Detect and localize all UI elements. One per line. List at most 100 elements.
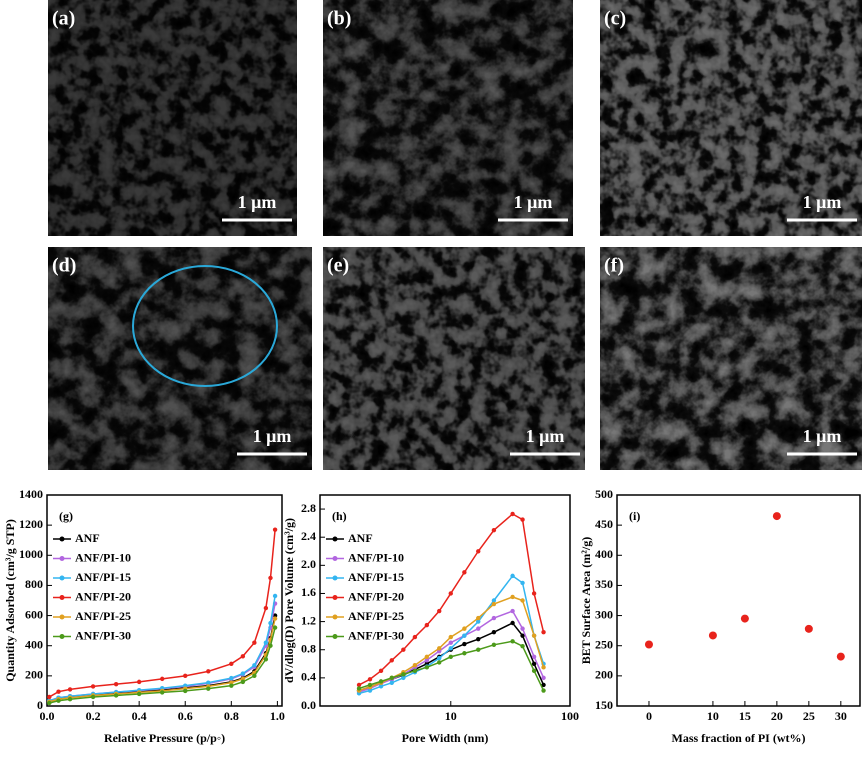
image-texture <box>323 247 585 470</box>
y-tick-label: 800 <box>25 577 43 591</box>
data-point <box>401 675 406 681</box>
data-point <box>510 511 515 517</box>
plot-frame <box>46 494 283 707</box>
x-tick-label: 0.2 <box>86 709 101 723</box>
data-point <box>113 693 119 698</box>
data-point <box>159 690 165 695</box>
sem-image: (c) 1 μm <box>600 0 862 236</box>
data-point <box>437 646 442 651</box>
series-line <box>358 574 545 695</box>
data-point <box>476 549 481 554</box>
data-point <box>90 684 96 689</box>
data-point <box>541 688 546 693</box>
panel-label: (d) <box>52 255 76 277</box>
legend-label: ANF/PI-25 <box>75 609 131 623</box>
panel-label: (c) <box>604 8 626 30</box>
data-point <box>47 694 52 700</box>
y-tick-label: 2.0 <box>301 557 316 571</box>
legend-label: ANF/PI-25 <box>348 609 404 623</box>
data-point <box>437 655 442 661</box>
data-point <box>252 663 257 668</box>
y-tick-label: 600 <box>25 607 43 621</box>
data-point <box>462 626 467 631</box>
x-axis-title: Pore Width (nm) <box>402 731 489 745</box>
data-point <box>644 640 653 649</box>
panel-label: (a) <box>52 8 75 30</box>
scale-bar-label: 1 μm <box>514 192 553 212</box>
data-point <box>531 661 537 666</box>
data-point <box>510 639 515 644</box>
y-tick-label: 250 <box>595 637 613 651</box>
data-point <box>56 689 61 694</box>
data-point <box>491 601 497 607</box>
data-point <box>772 512 781 521</box>
data-point <box>424 665 430 670</box>
legend-label: ANF/PI-10 <box>348 550 404 564</box>
data-point <box>462 651 467 656</box>
data-point <box>272 593 278 599</box>
y-tick-label: 200 <box>25 668 43 682</box>
highlight-ellipse <box>132 265 278 387</box>
y-tick-label: 0.4 <box>301 670 316 684</box>
data-point <box>520 626 525 631</box>
plot-frame <box>616 494 861 707</box>
data-point <box>412 634 418 640</box>
legend-marker <box>332 556 338 561</box>
data-point <box>206 680 211 685</box>
data-point <box>229 683 234 688</box>
data-point <box>510 573 515 579</box>
data-point <box>476 615 481 621</box>
x-tick-label: 30 <box>835 709 847 723</box>
data-point <box>263 657 269 662</box>
x-tick-label: 10 <box>707 709 719 723</box>
y-tick-label: 1200 <box>19 517 43 531</box>
data-point <box>448 646 453 651</box>
x-tick-label: 1.0 <box>270 709 285 723</box>
data-point <box>67 687 73 692</box>
y-tick-label: 400 <box>25 637 43 651</box>
data-point <box>272 616 278 621</box>
data-point <box>531 633 537 638</box>
series-line <box>358 513 545 686</box>
data-point <box>240 679 246 685</box>
data-point <box>401 647 406 652</box>
x-tick-label: 25 <box>803 709 815 723</box>
scale-bar-label: 1 μm <box>803 192 842 212</box>
series-line <box>358 610 545 693</box>
data-point <box>229 675 234 681</box>
data-point <box>378 684 384 689</box>
legend-marker <box>59 595 65 600</box>
scale-bar-label: 1 μm <box>803 426 842 446</box>
data-point <box>268 575 273 581</box>
y-tick-label: 1.6 <box>301 585 316 599</box>
legend-marker <box>59 614 65 620</box>
data-point <box>263 605 269 611</box>
data-point <box>424 658 430 663</box>
legend-label: ANF/PI-15 <box>75 570 131 584</box>
panel-label: (b) <box>327 8 351 30</box>
y-axis-title: BET Surface Area (m²/g) <box>579 537 593 664</box>
data-point <box>424 622 430 628</box>
y-axis-title: Quantity Adsorbed (cm³/g STP) <box>3 519 17 682</box>
data-point <box>206 686 211 691</box>
data-point <box>437 660 442 665</box>
data-point <box>462 570 467 575</box>
data-point <box>136 691 142 697</box>
y-tick-label: 300 <box>595 607 613 621</box>
x-tick-label: 15 <box>739 709 751 723</box>
x-tick-label: 0 <box>646 709 652 723</box>
data-point <box>424 654 430 659</box>
y-tick-label: 2.4 <box>301 529 316 543</box>
data-point <box>183 673 188 679</box>
data-point <box>448 634 453 640</box>
data-point <box>476 647 481 652</box>
data-point <box>448 640 453 645</box>
scale-bar-label: 1 μm <box>253 426 292 446</box>
data-point <box>183 688 188 694</box>
y-tick-label: 400 <box>595 547 613 561</box>
y-tick-label: 500 <box>595 487 613 501</box>
data-point <box>448 654 453 659</box>
y-tick-label: 1400 <box>19 487 43 501</box>
data-point <box>836 652 845 661</box>
legend-label: ANF/PI-20 <box>348 589 404 603</box>
